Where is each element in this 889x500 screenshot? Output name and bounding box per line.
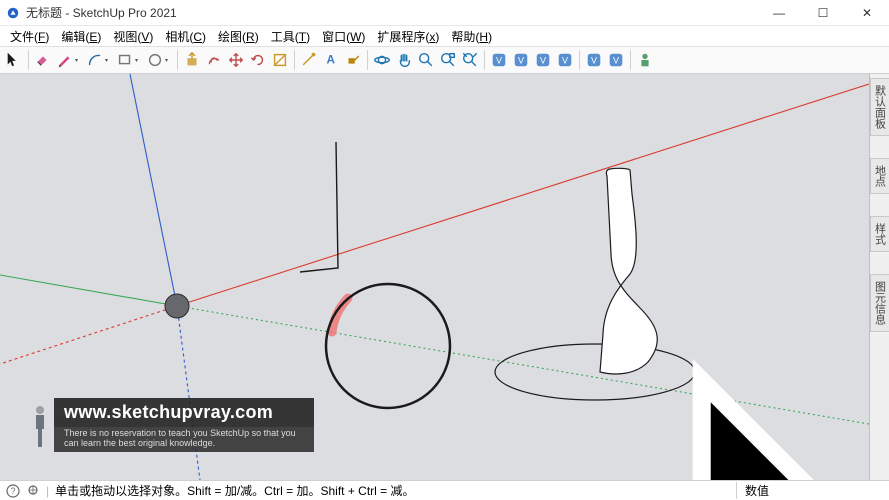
minimize-button[interactable]: — (757, 0, 801, 25)
toolbar-separator (28, 50, 29, 70)
arc-tool-dropdown[interactable]: ▾ (105, 57, 113, 64)
menu-x[interactable]: 扩展程序(x) (371, 28, 445, 45)
main-toolbar: ▾ ▾ ▾ ▾ A V V V V V V (0, 46, 889, 74)
tape-tool[interactable] (299, 50, 319, 70)
viewport[interactable]: www.sketchupvray.com There is no reserva… (0, 74, 869, 480)
toolbar-separator (484, 50, 485, 70)
help-icon[interactable]: ? (6, 484, 20, 498)
zoom-extents-tool[interactable] (460, 50, 480, 70)
svg-text:V: V (518, 56, 524, 66)
location-tool[interactable] (635, 50, 655, 70)
svg-text:V: V (562, 56, 568, 66)
tray-tab-2[interactable]: 样式 (870, 216, 889, 252)
tray-tab-3[interactable]: 图元信息 (870, 274, 889, 332)
menu-f[interactable]: 文件(F) (4, 28, 55, 45)
window-title: 无标题 - SketchUp Pro 2021 (26, 4, 757, 21)
menu-t[interactable]: 工具(T) (265, 28, 316, 45)
arc-tool[interactable] (85, 50, 105, 70)
eraser-tool[interactable] (33, 50, 53, 70)
svg-text:V: V (613, 56, 619, 66)
menu-e[interactable]: 编辑(E) (55, 28, 107, 45)
svg-text:V: V (591, 56, 597, 66)
close-button[interactable]: ✕ (845, 0, 889, 25)
paint-tool[interactable] (343, 50, 363, 70)
watermark: www.sketchupvray.com There is no reserva… (30, 398, 314, 452)
svg-text:V: V (496, 56, 502, 66)
watermark-tagline: There is no reservation to teach you Ske… (54, 427, 314, 452)
vray-render[interactable]: V (584, 50, 604, 70)
statusbar: ? | 单击或拖动以选择对象。Shift = 加/减。Ctrl = 加。Shif… (0, 480, 889, 500)
person-icon (30, 404, 50, 452)
move-tool[interactable] (226, 50, 246, 70)
tray-tab-1[interactable]: 地点 (870, 158, 889, 194)
window-titlebar: 无标题 - SketchUp Pro 2021 — ☐ ✕ (0, 0, 889, 26)
toolbar-separator (579, 50, 580, 70)
toolbar-separator (177, 50, 178, 70)
offset-tool[interactable] (204, 50, 224, 70)
geo-icon[interactable] (26, 484, 40, 498)
vray-2[interactable]: V (511, 50, 531, 70)
line-tool[interactable] (55, 50, 75, 70)
window-controls: — ☐ ✕ (757, 0, 889, 25)
circle-tool-dropdown[interactable]: ▾ (165, 57, 173, 64)
status-hint: 单击或拖动以选择对象。Shift = 加/减。Ctrl = 加。Shift + … (55, 482, 414, 499)
status-separator: | (46, 484, 49, 498)
menu-c[interactable]: 相机(C) (159, 28, 212, 45)
rotate-tool[interactable] (248, 50, 268, 70)
orbit-tool[interactable] (372, 50, 392, 70)
toolbar-separator (367, 50, 368, 70)
toolbar-separator (630, 50, 631, 70)
svg-text:A: A (327, 54, 336, 67)
watermark-url-box: www.sketchupvray.com (54, 398, 314, 427)
circle-tool[interactable] (145, 50, 165, 70)
axis-origin (165, 294, 189, 318)
pan-tool[interactable] (394, 50, 414, 70)
line-tool-dropdown[interactable]: ▾ (75, 57, 83, 64)
shape-tool-dropdown[interactable]: ▾ (135, 57, 143, 64)
toolbar-separator (294, 50, 295, 70)
scale-tool[interactable] (270, 50, 290, 70)
app-icon (6, 6, 20, 20)
svg-text:V: V (540, 56, 546, 66)
zoom-tool[interactable] (416, 50, 436, 70)
select-tool[interactable] (4, 50, 24, 70)
vray-4[interactable]: V (555, 50, 575, 70)
vray-1[interactable]: V (489, 50, 509, 70)
maximize-button[interactable]: ☐ (801, 0, 845, 25)
menu-v[interactable]: 视图(V) (107, 28, 159, 45)
menu-w[interactable]: 窗口(W) (316, 28, 371, 45)
vray-3[interactable]: V (533, 50, 553, 70)
menu-r[interactable]: 绘图(R) (212, 28, 265, 45)
menubar: 文件(F)编辑(E)视图(V)相机(C)绘图(R)工具(T)窗口(W)扩展程序(… (0, 26, 889, 46)
svg-text:?: ? (10, 486, 15, 496)
shape-tool[interactable] (115, 50, 135, 70)
value-label: 数值 (745, 482, 769, 499)
text-tool[interactable]: A (321, 50, 341, 70)
zoom-window-tool[interactable] (438, 50, 458, 70)
vray-asset[interactable]: V (606, 50, 626, 70)
tray-tab-0[interactable]: 默认面板 (870, 78, 889, 136)
tray-panel: 默认面板地点样式图元信息 (869, 74, 889, 480)
pushpull-tool[interactable] (182, 50, 202, 70)
menu-h[interactable]: 帮助(H) (445, 28, 498, 45)
watermark-url: www.sketchupvray.com (64, 402, 304, 423)
